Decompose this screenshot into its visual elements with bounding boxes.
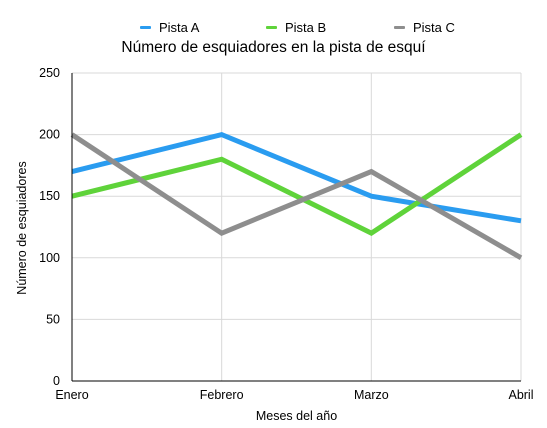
legend-label-3: Pista C [413,19,455,35]
legend-item-3: Pista C [394,18,455,36]
y-axis-label: Número de esquiadores [15,161,29,295]
x-tick-label: Enero [55,388,88,402]
y-tick-label: 150 [39,189,60,203]
legend-item-1: Pista A [140,18,199,36]
legend-label-1: Pista A [159,19,200,35]
legend-swatch-2 [266,25,277,29]
chart-title: Número de esquiadores en la pista de esq… [121,39,426,56]
chart-series [70,131,523,260]
chart-axes [71,73,521,382]
legend-swatch-1 [140,25,151,29]
y-tick-label: 0 [53,374,60,388]
y-tick-label: 200 [39,128,60,142]
series-line-1 [71,131,522,224]
y-tick-label: 100 [39,251,60,265]
y-tick-label: 50 [46,312,60,326]
legend-item-2: Pista B [266,18,326,36]
series-line-2 [71,132,523,237]
chart-legend: Pista A Pista B Pista C [0,18,547,36]
chart-grid [72,72,522,381]
x-axis-label: Meses del año [255,409,338,423]
legend-swatch-3 [394,25,405,29]
x-tick-label: Febrero [200,388,244,402]
x-tick-label: Marzo [354,388,389,402]
x-tick-label: Abril [508,388,533,402]
series-line-3 [70,132,523,260]
y-tick-label: 250 [39,66,60,80]
chart-tick-labels: 0 50 100 150 200 250 Enero Febrero Marzo Abril [39,66,533,402]
legend-label-2: Pista B [285,19,327,35]
